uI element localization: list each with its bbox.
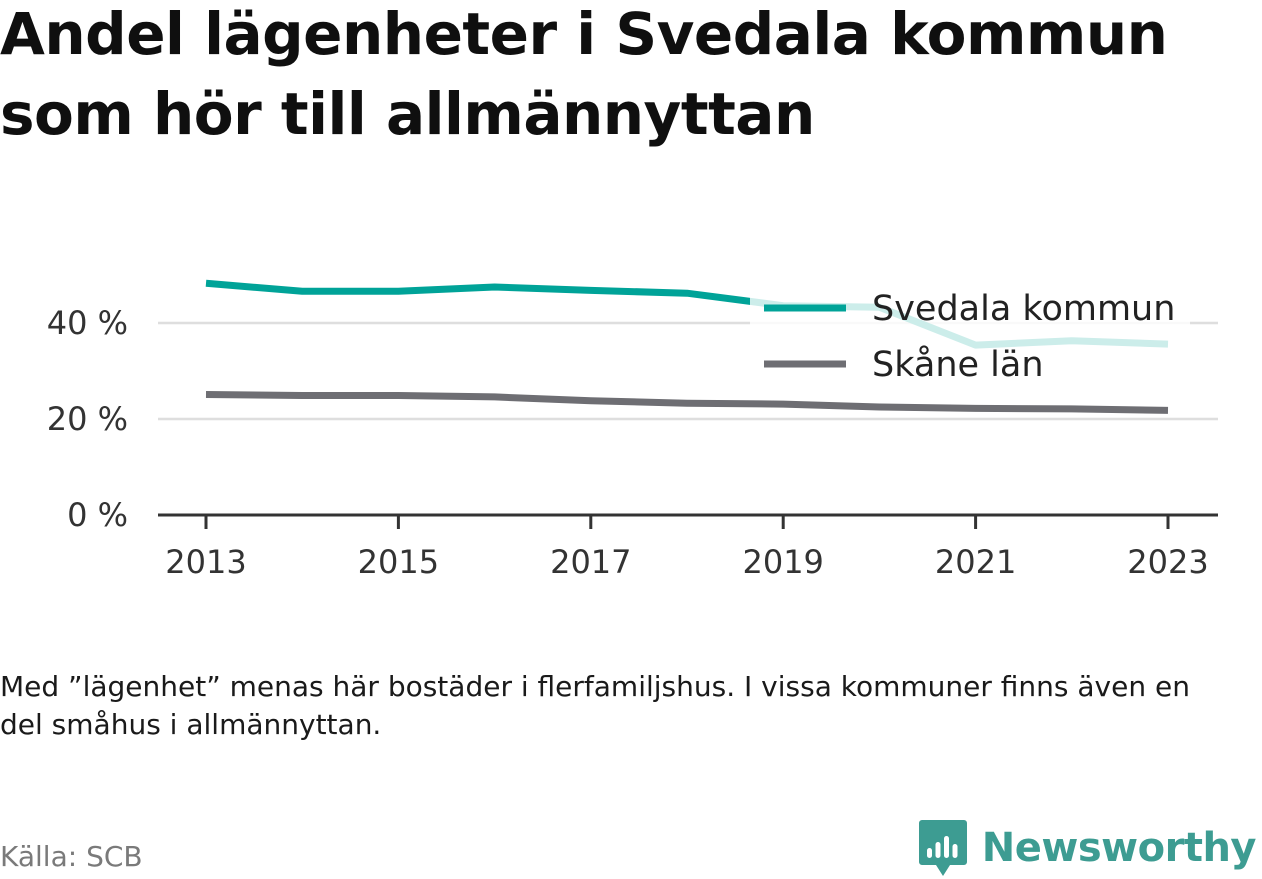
source-label: Källa: SCB [0,840,143,873]
x-tick-labels: 2013 2015 2017 2019 2021 2023 [165,543,1208,581]
brand-name: Newsworthy [981,825,1257,871]
x-tick-label: 2021 [935,543,1016,581]
y-tick-label: 20 % [47,400,128,438]
y-tick-label: 0 % [67,496,128,534]
x-tick-label: 2019 [742,543,823,581]
legend-label: Svedala kommun [872,289,1175,329]
x-tick-label: 2013 [165,543,246,581]
newsworthy-logo-icon [918,820,967,876]
chart-note: Med ”lägenhet” menas här bostäder i fler… [0,670,1190,741]
legend-label: Skåne län [872,344,1044,385]
y-tick-label: 40 % [47,304,128,342]
legend-background [750,280,1190,386]
legend: Svedala kommun Skåne län [750,280,1190,386]
x-axis [158,513,1218,529]
x-tick-label: 2023 [1127,543,1208,581]
line-chart: 0 % 20 % 40 % 2013 2015 2017 2019 2021 2023 Sve… [47,279,1218,581]
chart-title: Andel lägenheter i Svedala kommun som hö… [0,0,1168,148]
x-tick-label: 2015 [358,543,439,581]
x-tick-label: 2017 [550,543,631,581]
y-tick-labels: 0 % 20 % 40 % [47,304,128,534]
brand-logo: Newsworthy [918,818,1257,878]
series-line-skåne-län [205,391,1169,414]
